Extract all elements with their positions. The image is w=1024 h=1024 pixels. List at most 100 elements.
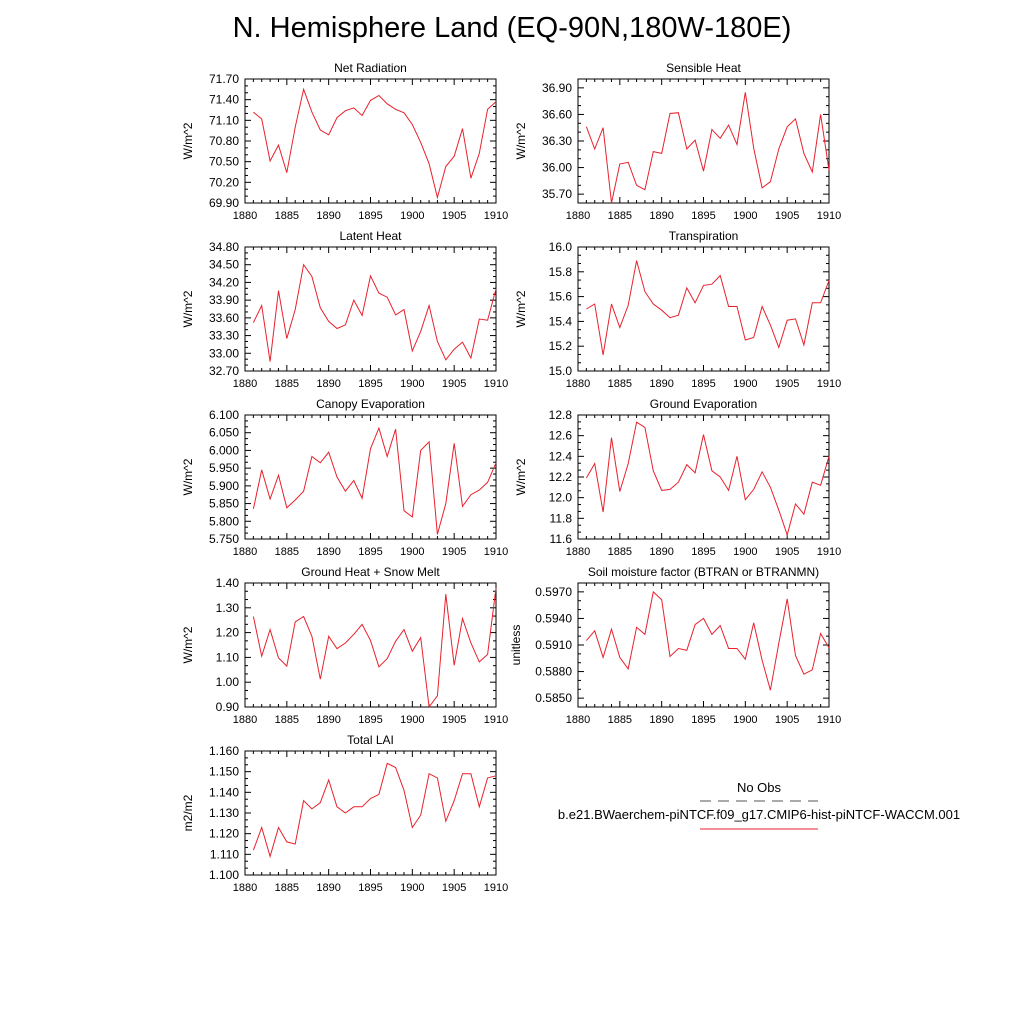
- x-tick-label: 1905: [442, 714, 466, 726]
- figure-title: N. Hemisphere Land (EQ-90N,180W-180E): [232, 12, 792, 44]
- x-tick-label: 1895: [691, 714, 715, 726]
- y-tick-label: 36.30: [542, 134, 572, 148]
- x-tick-label: 1900: [733, 378, 757, 390]
- y-tick-label: 71.10: [209, 113, 239, 127]
- x-tick-label: 1885: [608, 546, 632, 558]
- y-tick-label: 33.60: [209, 311, 239, 325]
- x-tick-label: 1910: [484, 714, 508, 726]
- y-tick-label: 35.70: [542, 187, 572, 201]
- y-axis-label: unitless: [509, 625, 523, 666]
- panel-title: Ground Evaporation: [650, 397, 757, 411]
- x-tick-label: 1900: [400, 210, 424, 222]
- y-tick-label: 1.30: [216, 601, 240, 615]
- panel-title: Sensible Heat: [666, 61, 741, 75]
- x-tick-label: 1885: [608, 378, 632, 390]
- y-tick-label: 1.130: [209, 806, 239, 820]
- x-tick-label: 1910: [817, 210, 841, 222]
- y-tick-label: 34.20: [209, 275, 239, 289]
- series-line: [252, 263, 497, 362]
- y-tick-label: 5.800: [209, 514, 239, 528]
- panel-latent-heat: 1880 1885 1890 1895 1900 1905 1910 32.70 33.00 33…: [181, 229, 508, 390]
- legend: No Obs b.e21.BWaerchem-piNTCF.f09_g17.CM…: [558, 780, 960, 830]
- x-tick-label: 1895: [358, 210, 382, 222]
- x-tick-label: 1900: [733, 546, 757, 558]
- y-tick-label: 6.000: [209, 443, 239, 457]
- x-tick-label: 1880: [233, 378, 257, 390]
- x-tick-label: 1880: [233, 882, 257, 894]
- y-axis-label: W/m^2: [514, 290, 528, 327]
- y-tick-label: 5.850: [209, 497, 239, 511]
- y-tick-label: 15.0: [549, 364, 573, 378]
- y-tick-label: 70.50: [209, 155, 239, 169]
- y-tick-label: 33.00: [209, 346, 239, 360]
- x-tick-label: 1900: [400, 378, 424, 390]
- panel-soil-moisture-factor-btran-or-btranmn: 1880 1885 1890 1895 1900 1905 1910 0.5850 0.5880…: [509, 565, 841, 726]
- x-tick-label: 1890: [649, 546, 673, 558]
- panel-title: Canopy Evaporation: [316, 397, 425, 411]
- x-tick-label: 1910: [817, 714, 841, 726]
- panel-title: Ground Heat + Snow Melt: [301, 565, 440, 579]
- x-tick-label: 1885: [608, 210, 632, 222]
- y-tick-label: 34.80: [209, 240, 239, 254]
- x-tick-label: 1910: [484, 378, 508, 390]
- y-tick-label: 11.8: [550, 511, 573, 525]
- x-tick-label: 1905: [442, 210, 466, 222]
- y-tick-label: 5.750: [209, 532, 239, 546]
- y-tick-label: 36.60: [542, 107, 572, 121]
- x-tick-label: 1885: [275, 882, 299, 894]
- x-tick-label: 1895: [691, 378, 715, 390]
- x-tick-label: 1905: [442, 378, 466, 390]
- x-tick-label: 1880: [566, 714, 590, 726]
- panel-title: Net Radiation: [334, 61, 407, 75]
- x-tick-label: 1910: [484, 882, 508, 894]
- y-tick-label: 1.100: [209, 868, 239, 882]
- x-tick-label: 1905: [775, 378, 799, 390]
- x-tick-label: 1885: [275, 210, 299, 222]
- y-tick-label: 0.90: [216, 700, 240, 714]
- series-line: [253, 87, 497, 200]
- y-axis-label: W/m^2: [181, 626, 195, 663]
- plot-frame: [577, 246, 830, 372]
- x-tick-label: 1880: [233, 714, 257, 726]
- x-tick-label: 1910: [484, 546, 508, 558]
- y-tick-label: 15.6: [549, 290, 573, 304]
- x-tick-label: 1880: [233, 210, 257, 222]
- panel-title: Transpiration: [669, 229, 739, 243]
- x-tick-label: 1910: [484, 210, 508, 222]
- y-tick-label: 36.00: [542, 161, 572, 175]
- y-axis-label: W/m^2: [181, 290, 195, 327]
- series-line: [585, 421, 830, 537]
- y-axis-label: W/m^2: [181, 458, 195, 495]
- x-tick-label: 1905: [775, 210, 799, 222]
- series-line: [585, 92, 830, 204]
- x-tick-label: 1880: [566, 378, 590, 390]
- y-tick-label: 16.0: [549, 240, 573, 254]
- y-tick-label: 1.10: [216, 650, 240, 664]
- y-tick-label: 5.900: [209, 479, 239, 493]
- y-tick-label: 0.5850: [535, 691, 572, 705]
- y-tick-label: 11.6: [550, 532, 573, 546]
- x-tick-label: 1890: [316, 882, 340, 894]
- y-axis-label: m2/m2: [181, 794, 195, 831]
- y-tick-label: 1.140: [209, 785, 239, 799]
- x-tick-label: 1910: [817, 546, 841, 558]
- y-tick-label: 1.150: [209, 765, 239, 779]
- x-tick-label: 1895: [358, 714, 382, 726]
- y-tick-label: 12.0: [549, 491, 573, 505]
- panel-sensible-heat: 1880 1885 1890 1895 1900 1905 1910 35.70 36.00 36…: [514, 61, 841, 222]
- panel-transpiration: 1880 1885 1890 1895 1900 1905 1910 15.0 15.2 15.4…: [514, 229, 841, 390]
- x-tick-label: 1895: [358, 546, 382, 558]
- y-tick-label: 12.8: [549, 408, 573, 422]
- panel-title: Total LAI: [347, 733, 394, 747]
- y-tick-label: 12.2: [549, 470, 573, 484]
- y-tick-label: 15.4: [549, 314, 573, 328]
- x-tick-label: 1890: [316, 714, 340, 726]
- x-tick-label: 1895: [691, 210, 715, 222]
- x-tick-label: 1895: [358, 882, 382, 894]
- plot-frame: [244, 750, 497, 876]
- y-axis-label: W/m^2: [514, 122, 528, 159]
- x-tick-label: 1880: [566, 546, 590, 558]
- x-tick-label: 1905: [775, 714, 799, 726]
- x-tick-label: 1900: [733, 714, 757, 726]
